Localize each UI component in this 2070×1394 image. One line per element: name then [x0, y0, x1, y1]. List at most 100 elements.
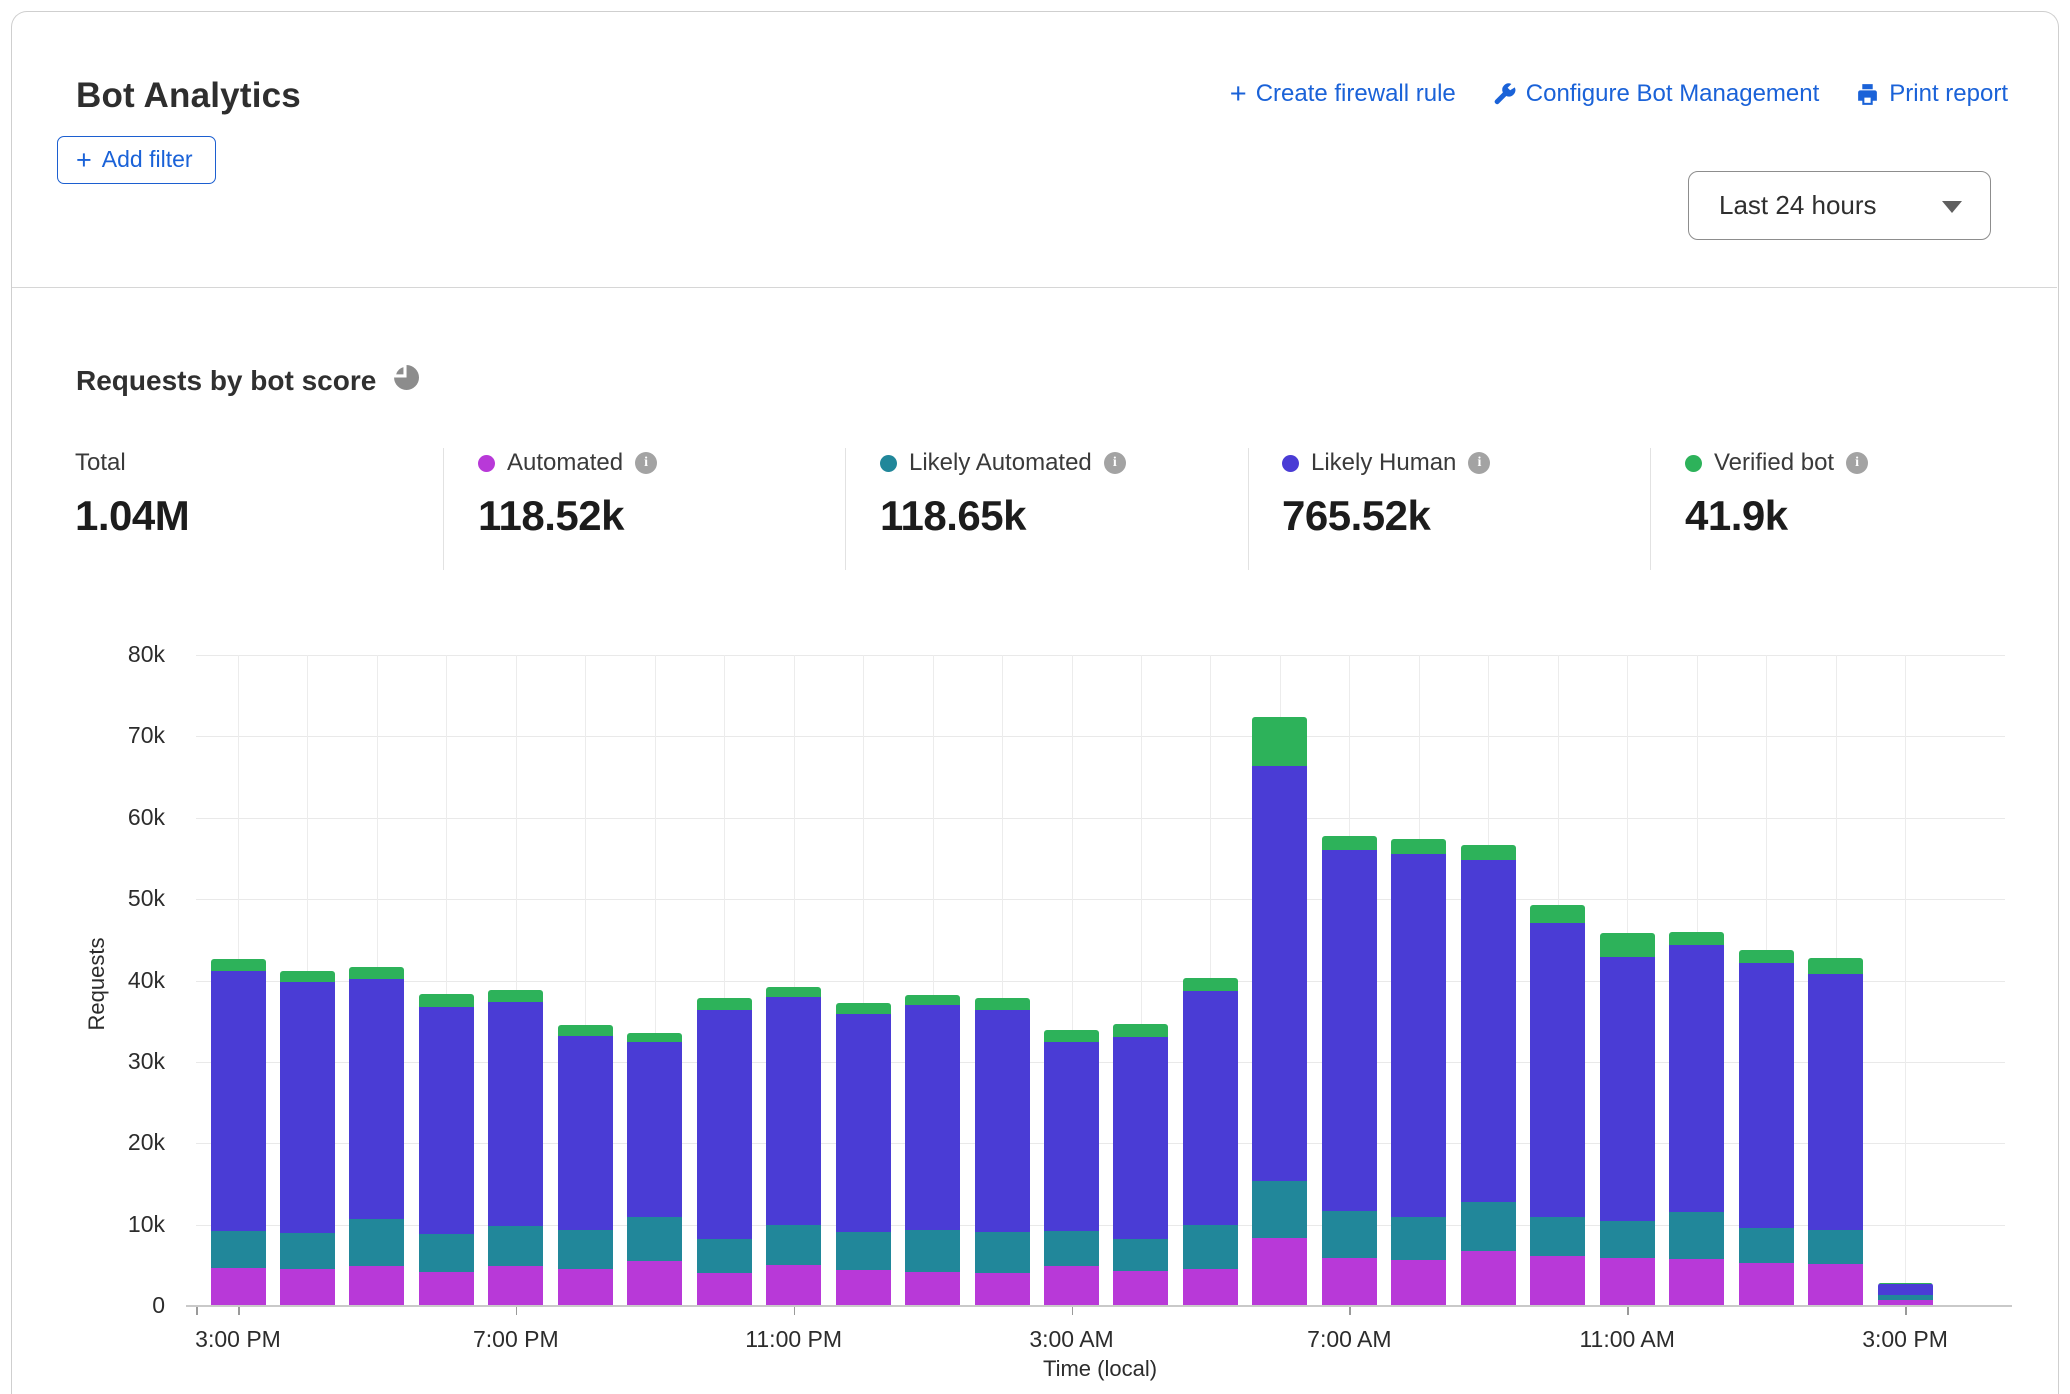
bar-segment-likely-human: [1739, 962, 1794, 1228]
chart-bar-200am[interactable]: [975, 998, 1030, 1306]
chart-bar-300am[interactable]: [1044, 1030, 1099, 1306]
bar-segment-automated: [1322, 1257, 1377, 1306]
bar-segment-likely-automated: [1808, 1230, 1863, 1264]
chart-bar-400pm[interactable]: [280, 971, 335, 1306]
configure-bot-management-link[interactable]: Configure Bot Management: [1492, 80, 1820, 108]
bar-segment-likely-automated: [558, 1230, 613, 1269]
chevron-down-icon: [1942, 201, 1962, 213]
chart-bar-1200pm[interactable]: [1669, 932, 1724, 1306]
add-filter-button[interactable]: + Add filter: [57, 136, 216, 184]
chart-bar-100pm[interactable]: [1739, 950, 1794, 1306]
bar-segment-likely-human: [419, 1006, 474, 1234]
bar-segment-automated: [1044, 1266, 1099, 1306]
bar-segment-automated: [1391, 1260, 1446, 1306]
bar-segment-automated: [1669, 1258, 1724, 1306]
stat-divider: [845, 448, 846, 570]
bar-segment-likely-human: [627, 1042, 682, 1217]
bar-segment-verified-bot: [488, 990, 543, 1002]
bar-segment-verified-bot: [1461, 845, 1516, 860]
y-tick-label: 40k: [55, 967, 165, 994]
time-range-value: Last 24 hours: [1719, 190, 1877, 221]
bar-segment-automated: [488, 1266, 543, 1306]
bar-segment-verified-bot: [1669, 932, 1724, 945]
chart-bar-500pm[interactable]: [349, 967, 404, 1306]
bar-segment-verified-bot: [1530, 905, 1585, 923]
x-tick-mark: [794, 1307, 796, 1315]
bar-segment-likely-automated: [419, 1233, 474, 1272]
gridline-h: [196, 899, 2005, 900]
page-title: Bot Analytics: [76, 76, 301, 116]
page: Bot Analytics + Create firewall rule Con…: [0, 0, 2070, 1394]
bar-segment-likely-human: [1044, 1042, 1099, 1231]
chart-bar-1100pm[interactable]: [766, 987, 821, 1306]
stat-verified-bot-value: 41.9k: [1685, 492, 1868, 540]
chart-bar-100am[interactable]: [905, 995, 960, 1306]
bar-segment-likely-automated: [211, 1231, 266, 1268]
plot-area: [196, 655, 2005, 1306]
chart-bar-1100am[interactable]: [1600, 933, 1655, 1306]
printer-icon: [1855, 82, 1880, 107]
y-tick-label: 70k: [55, 722, 165, 749]
bar-segment-verified-bot: [1808, 958, 1863, 974]
bar-segment-likely-automated: [1044, 1231, 1099, 1266]
bar-segment-likely-human: [558, 1035, 613, 1230]
stat-total: Total 1.04M: [75, 450, 189, 540]
bar-segment-likely-human: [697, 1009, 752, 1239]
gridline-h: [196, 981, 2005, 982]
bar-segment-verified-bot: [1113, 1024, 1168, 1037]
stat-likely-human-value: 765.52k: [1282, 492, 1490, 540]
info-icon[interactable]: i: [635, 452, 657, 474]
bar-segment-likely-automated: [1739, 1228, 1794, 1263]
info-icon[interactable]: i: [1104, 452, 1126, 474]
bar-segment-likely-automated: [349, 1218, 404, 1266]
pie-chart-icon: [392, 364, 419, 398]
chart-bar-300pm[interactable]: [211, 959, 266, 1306]
stat-automated: Automated i 118.52k: [478, 450, 657, 540]
chart-bar-900pm[interactable]: [627, 1033, 682, 1306]
chart-bar-1200am[interactable]: [836, 1003, 891, 1306]
bar-segment-automated: [419, 1271, 474, 1306]
info-icon[interactable]: i: [1846, 452, 1868, 474]
chart-bar-500am[interactable]: [1183, 978, 1238, 1306]
stat-verified-bot: Verified bot i 41.9k: [1685, 450, 1868, 540]
bar-segment-likely-automated: [1600, 1220, 1655, 1258]
bar-segment-automated: [627, 1261, 682, 1306]
y-tick-label: 10k: [55, 1211, 165, 1238]
bar-segment-verified-bot: [697, 998, 752, 1010]
gridline-h: [196, 655, 2005, 656]
legend-dot-automated: [478, 455, 495, 472]
chart-bar-1000am[interactable]: [1530, 905, 1585, 1306]
bar-segment-automated: [836, 1270, 891, 1306]
bar-segment-likely-automated: [1530, 1216, 1585, 1256]
create-firewall-rule-link[interactable]: + Create firewall rule: [1230, 80, 1456, 108]
stat-divider: [1248, 448, 1249, 570]
bar-segment-likely-automated: [1113, 1239, 1168, 1271]
bar-segment-likely-human: [211, 970, 266, 1231]
bar-segment-likely-automated: [627, 1216, 682, 1261]
bar-segment-automated: [1808, 1263, 1863, 1306]
bar-segment-likely-human: [1878, 1283, 1933, 1295]
info-icon[interactable]: i: [1468, 452, 1490, 474]
bar-segment-likely-human: [766, 997, 821, 1225]
bar-segment-likely-human: [1461, 860, 1516, 1202]
x-tick-mark: [1072, 1307, 1074, 1315]
x-tick-mark: [238, 1307, 240, 1315]
legend-dot-likely-automated: [880, 455, 897, 472]
chart-bar-600pm[interactable]: [419, 994, 474, 1306]
chart-bar-800pm[interactable]: [558, 1025, 613, 1306]
chart-bar-700pm[interactable]: [488, 990, 543, 1306]
chart-bar-700am[interactable]: [1322, 836, 1377, 1306]
chart-bar-300pm[interactable]: [1878, 1283, 1933, 1306]
chart-bar-200pm[interactable]: [1808, 958, 1863, 1306]
bar-segment-likely-automated: [1322, 1210, 1377, 1258]
chart-bar-800am[interactable]: [1391, 839, 1446, 1306]
bar-segment-likely-human: [280, 982, 335, 1233]
bar-segment-likely-automated: [1669, 1212, 1724, 1259]
print-report-link[interactable]: Print report: [1855, 80, 2008, 108]
chart-bar-900am[interactable]: [1461, 845, 1516, 1306]
time-range-dropdown[interactable]: Last 24 hours: [1688, 171, 1991, 240]
chart-bar-1000pm[interactable]: [697, 998, 752, 1306]
chart-bar-600am[interactable]: [1252, 717, 1307, 1306]
bar-segment-automated: [697, 1272, 752, 1306]
chart-bar-400am[interactable]: [1113, 1024, 1168, 1306]
